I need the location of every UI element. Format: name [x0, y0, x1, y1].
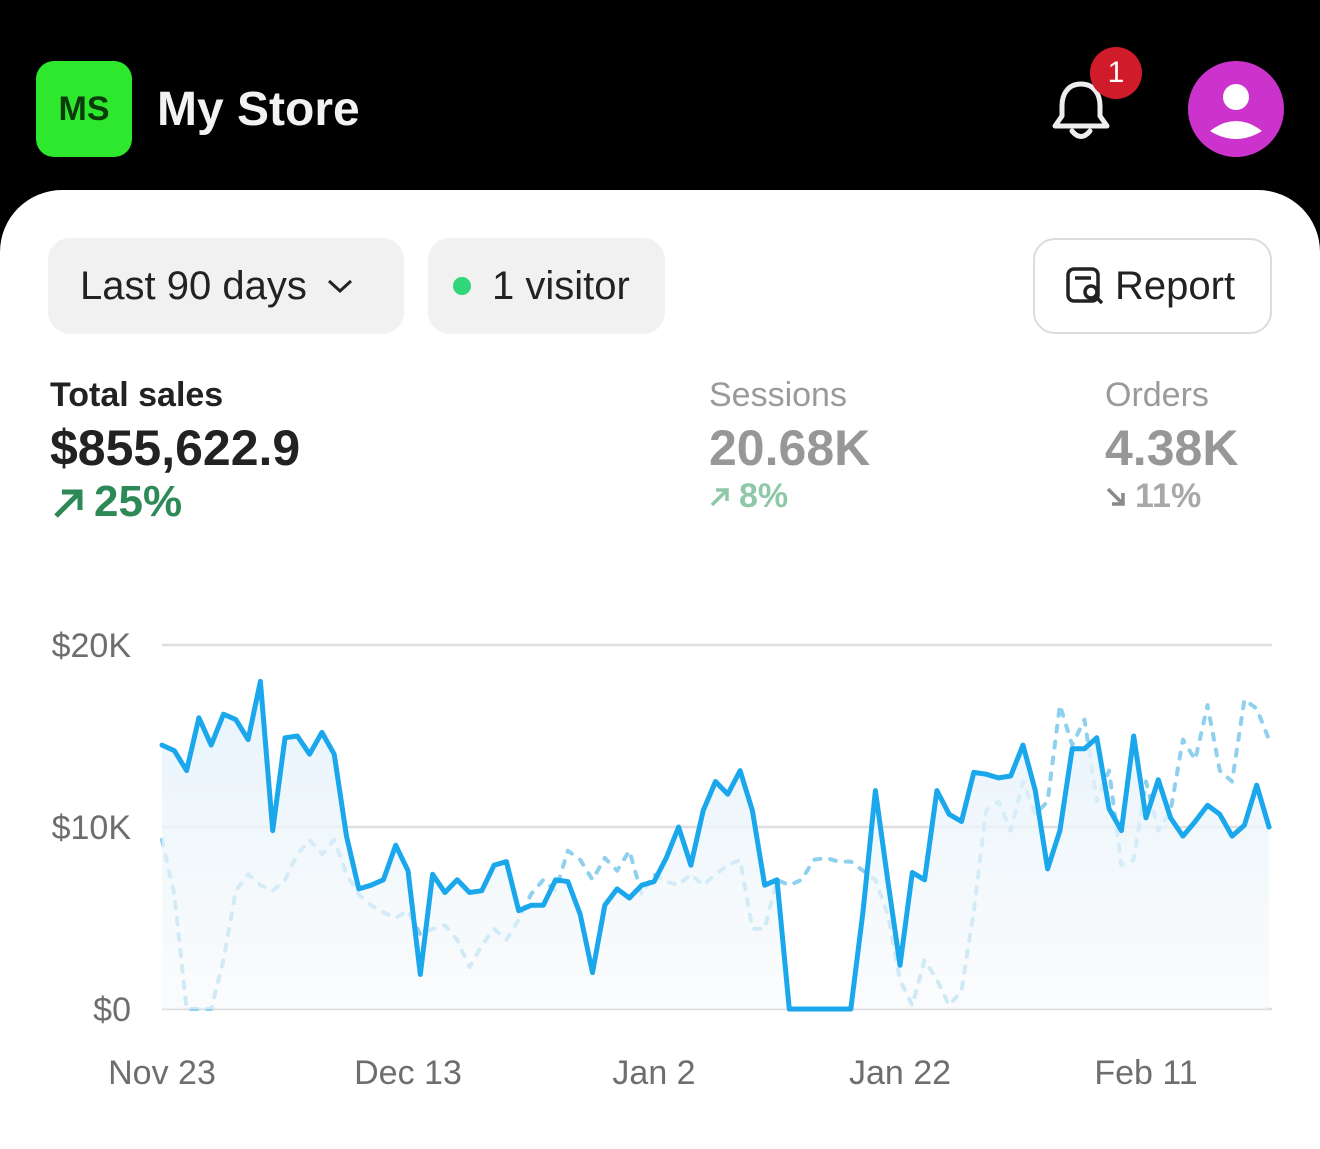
metric-change: 11% — [1105, 477, 1238, 516]
metric-change: 25% — [50, 477, 300, 527]
date-range-label: Last 90 days — [80, 263, 307, 308]
arrow-up-icon — [54, 489, 83, 518]
avatar[interactable] — [1188, 61, 1284, 157]
metric-label: Sessions — [709, 376, 847, 414]
area — [162, 681, 1269, 1009]
metric-value: 4.38K — [1105, 420, 1239, 476]
arrow-up-icon — [710, 487, 729, 506]
metric-label: Total sales — [50, 376, 224, 414]
report-button[interactable]: Report — [1033, 238, 1272, 334]
metric-value: $855,622.9 — [50, 420, 301, 476]
x-tick-label: Feb 11 — [1094, 1054, 1197, 1092]
live-dot — [453, 277, 471, 295]
metric-value: 20.68K — [709, 420, 871, 476]
visitors-label: 1 visitor — [492, 263, 630, 308]
store-logo[interactable]: MS — [36, 61, 132, 157]
store-name[interactable]: My Store — [157, 83, 360, 136]
metric-change-value: 25% — [94, 477, 183, 526]
arrow-down-icon — [1106, 487, 1125, 506]
x-tick-label: Dec 13 — [354, 1054, 462, 1092]
x-tick-label: Nov 23 — [108, 1054, 216, 1092]
chevron-icon — [327, 279, 352, 294]
notification-badge: 1 — [1090, 47, 1142, 99]
metric-change: 8% — [709, 477, 870, 516]
metric-orders[interactable]: Orders 4.38K 11% — [1105, 376, 1238, 516]
sales-line — [159, 678, 1272, 1012]
metric-change-value: 11% — [1135, 477, 1202, 515]
metric-change-value: 8% — [739, 477, 789, 515]
comparison-line — [160, 697, 1271, 1011]
metric-sessions[interactable]: Sessions 20.68K 8% — [709, 376, 870, 516]
x-tick-label: Jan 2 — [612, 1054, 695, 1092]
y-tick-label: $0 — [93, 991, 131, 1029]
sales-chart: $0 $10K $20K Nov 23 Dec 13 Jan 2 Jan 22 Feb 11 — [52, 627, 1272, 1092]
metric-total-sales[interactable]: Total sales $855,622.9 25% — [50, 376, 300, 527]
metric-label: Orders — [1105, 376, 1209, 414]
bell-icon[interactable] — [1050, 78, 1112, 142]
y-tick-label: $10K — [52, 809, 132, 847]
date-range-button[interactable]: Last 90 days — [48, 238, 404, 334]
report-label: Report — [1115, 263, 1236, 308]
visitors-pill[interactable]: 1 visitor — [428, 238, 665, 334]
report-icon — [1066, 267, 1104, 305]
y-tick-label: $20K — [52, 627, 132, 665]
x-tick-label: Jan 22 — [849, 1054, 951, 1092]
